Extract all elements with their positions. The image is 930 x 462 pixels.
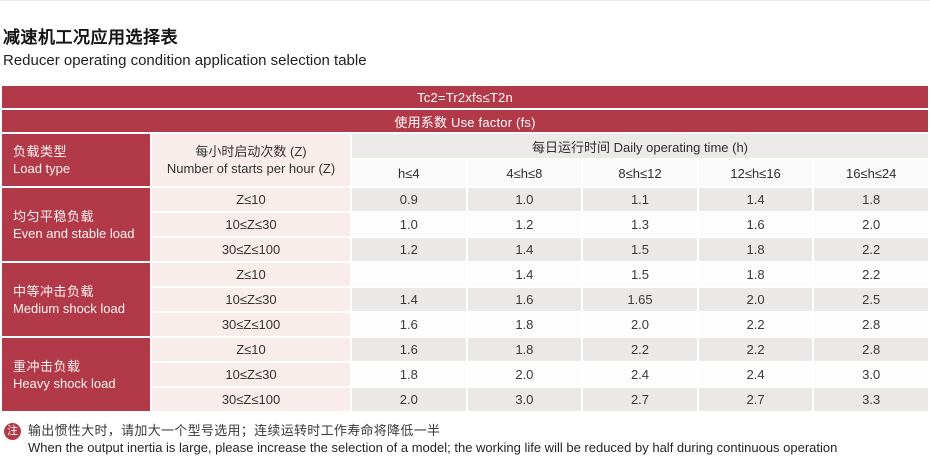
daily-time-header-cell: 每日运行时间 Daily operating time (h) [352, 134, 928, 158]
load-group-cell: 重冲击负载 Heavy shock load [2, 338, 150, 411]
z-range-cell: 10≤Z≤30 [152, 288, 350, 311]
factor-value-cell: 1.8 [467, 313, 582, 336]
z-range-cell: 30≤Z≤100 [152, 313, 350, 336]
factor-value-cell: 1.2 [467, 213, 582, 236]
note-badge: 注 [4, 423, 21, 440]
table-row: 10≤Z≤30 1.8 2.0 2.4 2.4 3.0 [2, 363, 928, 386]
factor-value-cell: 2.2 [814, 263, 928, 286]
factor-value-cell: 3.0 [814, 363, 928, 386]
table-row: 中等冲击负载 Medium shock load Z≤10 1.4 1.5 1.… [2, 263, 928, 336]
use-factor-bar: 使用系数 Use factor (fs) [2, 110, 928, 132]
formula-bar: Tc2=Tr2xfs≤T2n [2, 86, 928, 108]
page-subtitle: Reducer operating condition application … [3, 52, 367, 69]
factor-value-cell: 1.1 [583, 188, 697, 211]
factor-value-cell: 1.4 [467, 238, 582, 261]
load-type-header-cell: 负载类型 Load type [2, 134, 150, 186]
factor-value-cell: 1.6 [698, 213, 813, 236]
factor-value-cell: 1.4 [698, 188, 813, 211]
load-type-header-en: Load type [13, 161, 71, 176]
z-range-cell: 30≤Z≤100 [152, 238, 350, 261]
factor-value-cell: 2.5 [814, 288, 928, 311]
selection-table: Tc2=Tr2xfs≤T2n 使用系数 Use factor (fs) 负载类型… [0, 84, 930, 413]
load-group-en: Even and stable load [13, 225, 135, 241]
table-row: 均匀平稳负载 Even and stable load Z≤10 0.9 1.0… [2, 188, 928, 261]
factor-value-cell [352, 263, 466, 286]
z-range-cell: Z≤10 [152, 188, 350, 211]
factor-value-cell: 2.8 [814, 313, 928, 336]
factor-value-cell: 1.6 [352, 338, 466, 361]
z-range-cell: 10≤Z≤30 [152, 363, 350, 386]
factor-value-cell: 1.5 [583, 238, 697, 261]
factor-value-cell: 0.9 [352, 188, 466, 211]
page-title: 减速机工况应用选择表 [3, 28, 178, 47]
load-group-en: Medium shock load [13, 300, 125, 316]
factor-value-cell: 2.0 [814, 213, 928, 236]
factor-value-cell: 2.0 [583, 313, 697, 336]
time-column-header: 8≤h≤12 [583, 160, 697, 186]
load-group-en: Heavy shock load [13, 375, 116, 391]
load-group-cell: 均匀平稳负载 Even and stable load [2, 188, 150, 261]
factor-value-cell: 1.8 [698, 263, 813, 286]
factor-value-cell: 2.0 [698, 288, 813, 311]
factor-value-cell: 1.65 [583, 288, 697, 311]
table-row: 10≤Z≤30 1.0 1.2 1.3 1.6 2.0 [2, 213, 928, 236]
factor-value-cell: 2.2 [583, 338, 697, 361]
table-row: 重冲击负载 Heavy shock load Z≤10 1.6 1.8 2.2 … [2, 338, 928, 411]
factor-value-cell: 1.5 [583, 263, 697, 286]
note-text-en: When the output inertia is large, please… [28, 440, 838, 455]
factor-value-cell: 2.2 [814, 238, 928, 261]
factor-value-cell: 1.4 [467, 263, 582, 286]
factor-value-cell: 2.0 [352, 388, 466, 411]
footnote: 注 输出惯性大时，请加大一个型号选用；连续运转时工作寿命将降低一半 When t… [4, 422, 930, 457]
starts-per-hour-header-cell: 每小时启动次数 (Z) Number of starts per hour (Z… [152, 134, 350, 186]
factor-value-cell: 3.3 [814, 388, 928, 411]
load-group-zh: 均匀平稳负载 [13, 208, 95, 224]
factor-value-cell: 2.7 [698, 388, 813, 411]
factor-value-cell: 2.4 [698, 363, 813, 386]
factor-value-cell: 2.4 [583, 363, 697, 386]
time-column-header: h≤4 [352, 160, 466, 186]
load-group-zh: 中等冲击负载 [13, 283, 95, 299]
factor-value-cell: 3.0 [467, 388, 582, 411]
starts-header-en: Number of starts per hour (Z) [166, 161, 336, 176]
z-range-cell: 10≤Z≤30 [152, 213, 350, 236]
factor-value-cell: 1.8 [352, 363, 466, 386]
factor-value-cell: 1.3 [583, 213, 697, 236]
factor-value-cell: 2.0 [467, 363, 582, 386]
factor-value-cell: 2.8 [814, 338, 928, 361]
factor-value-cell: 1.6 [352, 313, 466, 336]
factor-value-cell: 1.6 [467, 288, 582, 311]
factor-value-cell: 2.2 [698, 338, 813, 361]
time-column-header: 12≤h≤16 [698, 160, 813, 186]
starts-header-zh: 每小时启动次数 (Z) [195, 144, 307, 159]
table-row: 30≤Z≤100 1.6 1.8 2.0 2.2 2.8 [2, 313, 928, 336]
factor-value-cell: 2.2 [698, 313, 813, 336]
table-row: 30≤Z≤100 1.2 1.4 1.5 1.8 2.2 [2, 238, 928, 261]
load-group-zh: 重冲击负载 [13, 358, 81, 374]
factor-value-cell: 1.8 [467, 338, 582, 361]
factor-value-cell: 2.7 [583, 388, 697, 411]
factor-value-cell: 1.8 [814, 188, 928, 211]
table-row: 10≤Z≤30 1.4 1.6 1.65 2.0 2.5 [2, 288, 928, 311]
note-text-zh: 输出惯性大时，请加大一个型号选用；连续运转时工作寿命将降低一半 [28, 423, 441, 438]
page-header: 减速机工况应用选择表 Reducer operating condition a… [0, 0, 930, 71]
z-range-cell: Z≤10 [152, 338, 350, 361]
z-range-cell: 30≤Z≤100 [152, 388, 350, 411]
factor-value-cell: 1.2 [352, 238, 466, 261]
table-row: 30≤Z≤100 2.0 3.0 2.7 2.7 3.3 [2, 388, 928, 411]
factor-value-cell: 1.0 [352, 213, 466, 236]
time-column-header: 16≤h≤24 [814, 160, 928, 186]
load-group-cell: 中等冲击负载 Medium shock load [2, 263, 150, 336]
factor-value-cell: 1.0 [467, 188, 582, 211]
load-type-header-zh: 负载类型 [13, 144, 68, 159]
factor-value-cell: 1.4 [352, 288, 466, 311]
top-divider [0, 0, 930, 1]
factor-value-cell: 1.8 [698, 238, 813, 261]
z-range-cell: Z≤10 [152, 263, 350, 286]
time-column-header: 4≤h≤8 [467, 160, 582, 186]
